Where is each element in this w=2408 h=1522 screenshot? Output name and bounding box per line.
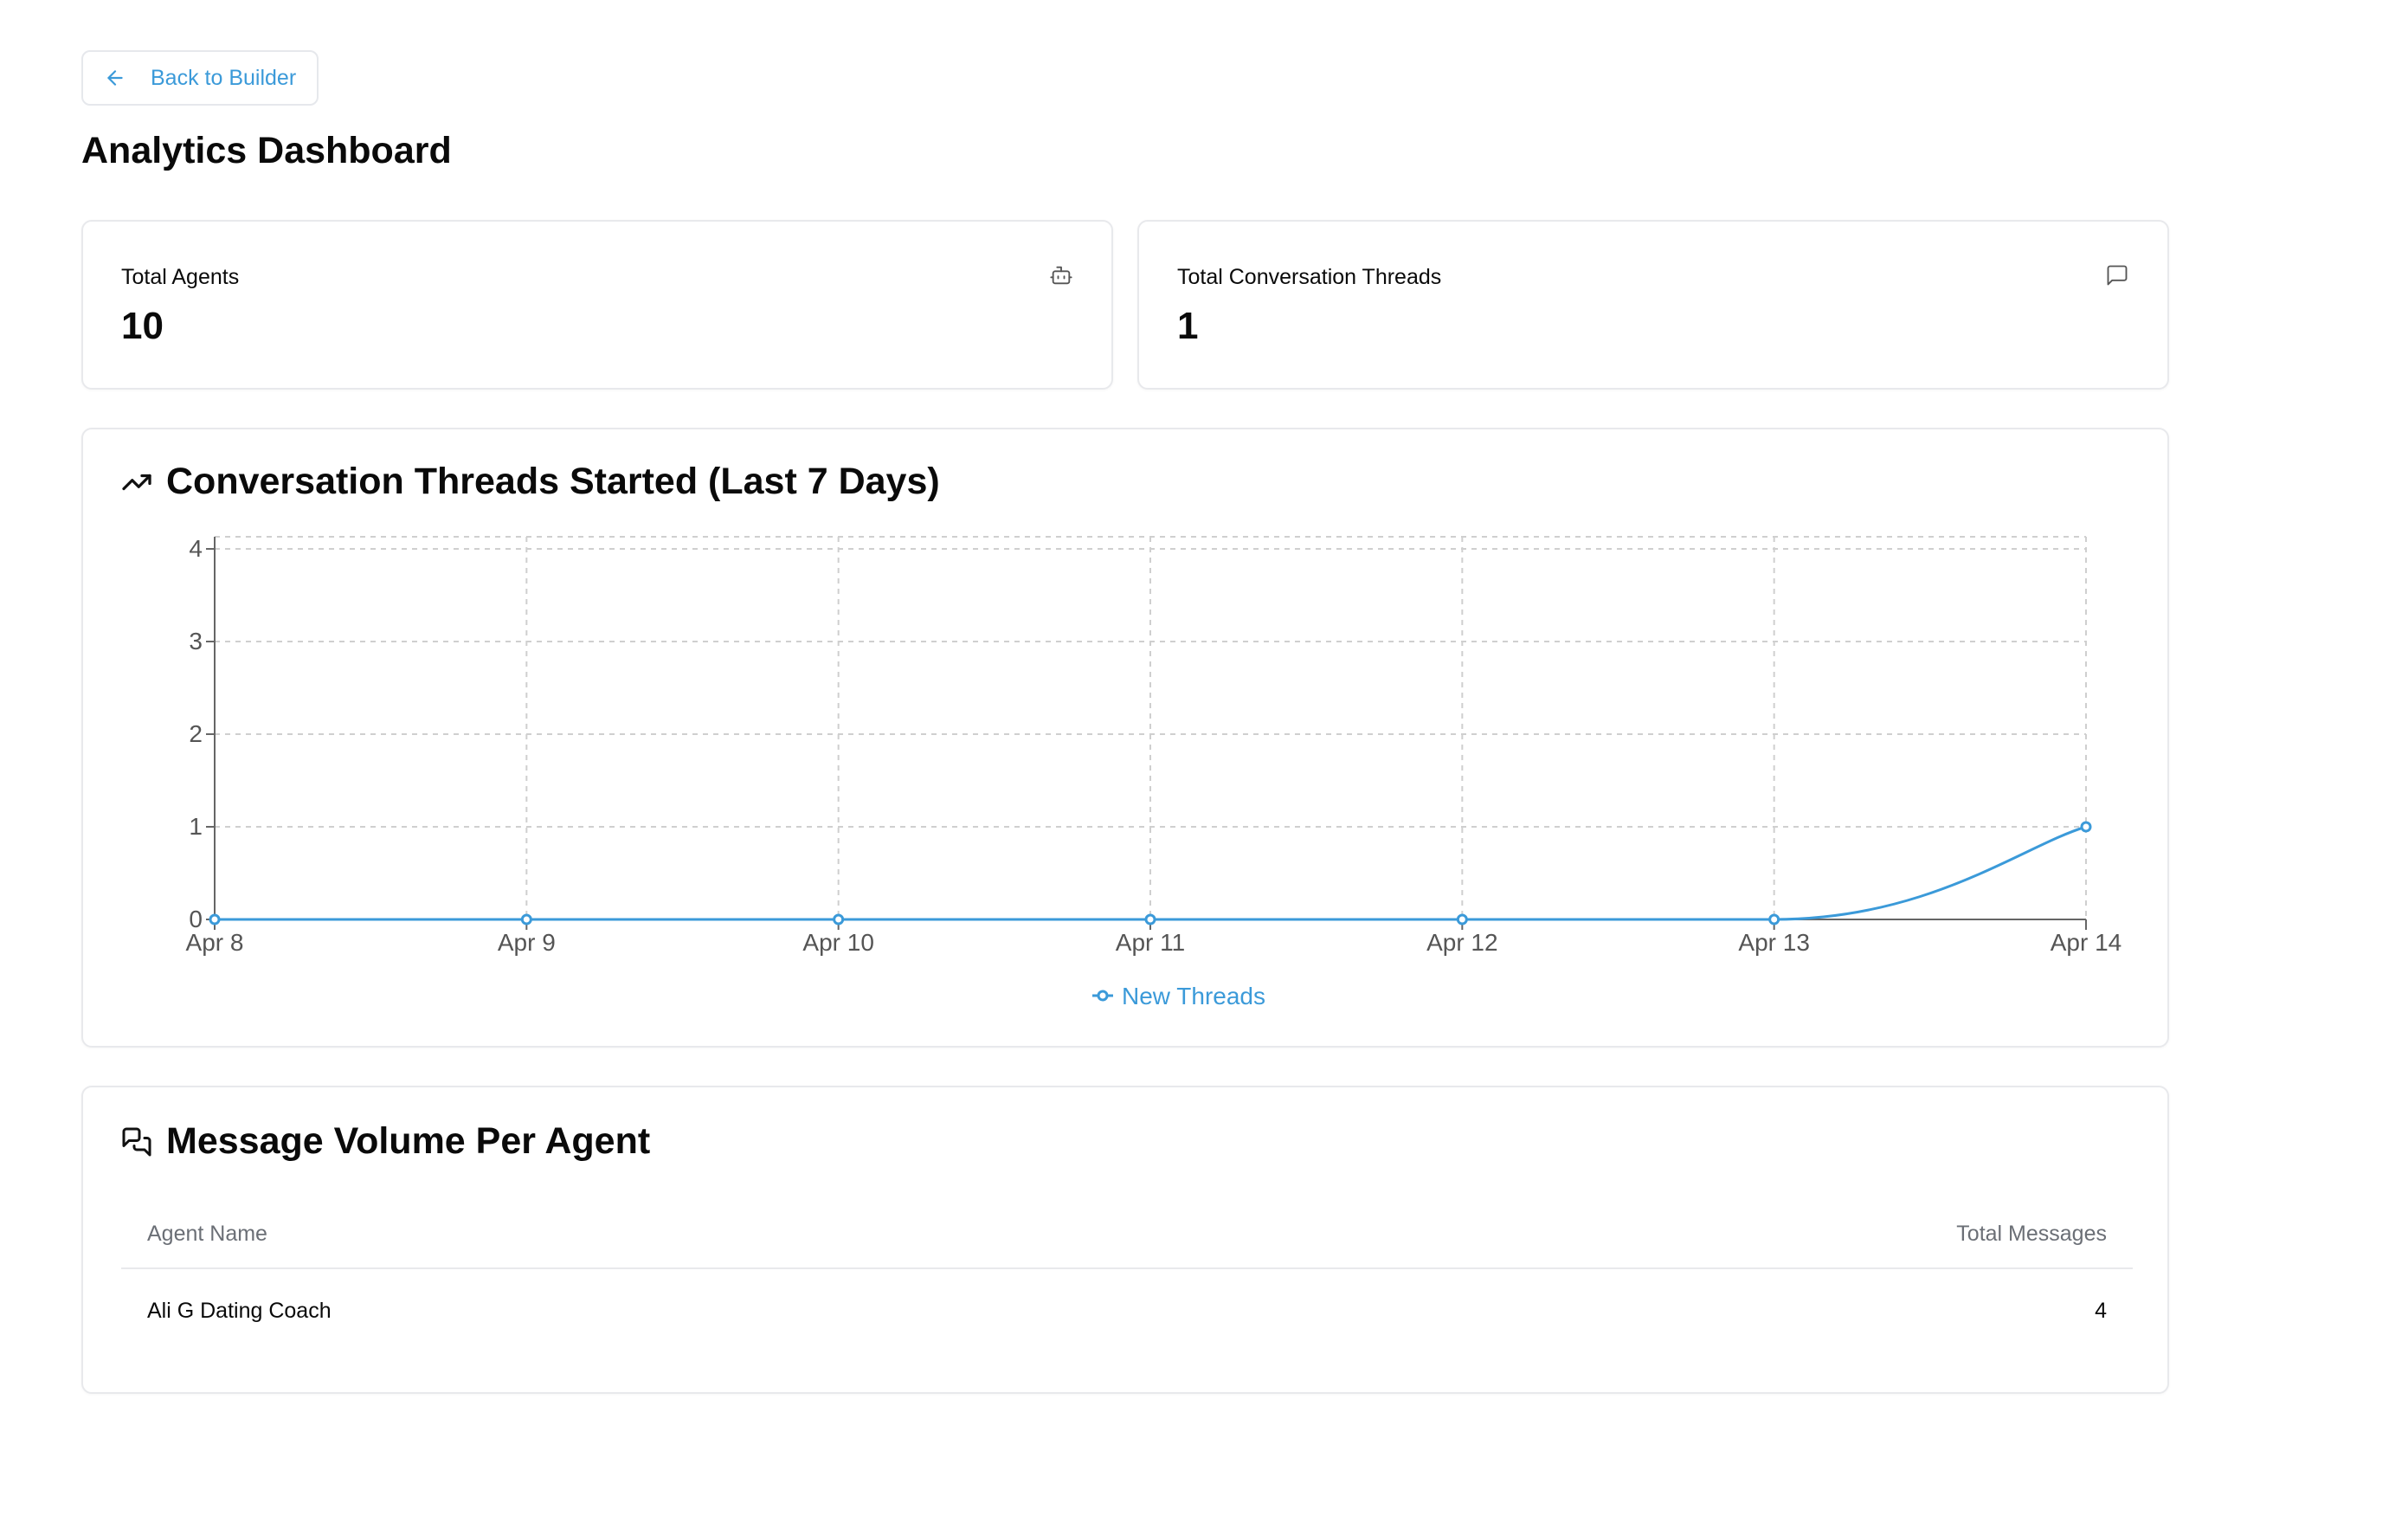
stat-value: 1 (1177, 305, 1199, 347)
message-volume-card: Message Volume Per Agent Agent Name Tota… (81, 1086, 2169, 1394)
series-line (215, 825, 2087, 921)
column-header-agent-name: Agent Name (147, 1221, 267, 1246)
data-point (209, 913, 221, 925)
x-tick-label: Apr 13 (1738, 929, 1809, 956)
x-tick-label: Apr 10 (802, 929, 874, 956)
x-tick-label: Apr 11 (1116, 929, 1185, 956)
data-point (1768, 913, 1780, 925)
x-tick-label: Apr 9 (498, 929, 556, 956)
table-section-title: Message Volume Per Agent (121, 1120, 650, 1163)
data-point (833, 913, 845, 925)
messages-icon (121, 1126, 152, 1158)
threads-line-chart: 0 1 2 3 4 Apr 8 Apr 9 Apr 10 Apr 11 Apr 12 Apr 13 A… (186, 535, 2122, 1009)
agent-name-cell: Ali G Dating Coach (147, 1298, 332, 1323)
trending-up-icon (121, 467, 152, 498)
total-threads-card: Total Conversation Threads 1 (1137, 220, 2169, 390)
x-tick-label: Apr 8 (186, 929, 244, 956)
column-header-total-messages: Total Messages (1956, 1221, 2107, 1246)
legend-label: New Threads (1122, 983, 1265, 1009)
back-to-builder-button[interactable]: Back to Builder (81, 50, 319, 106)
table-title: Message Volume Per Agent (166, 1120, 651, 1162)
y-tick-label: 4 (189, 535, 203, 562)
data-point (1456, 913, 1468, 925)
total-agents-card: Total Agents 10 (81, 220, 1113, 390)
page-title: Analytics Dashboard (81, 130, 452, 171)
data-point (2080, 821, 2092, 833)
y-tick-label: 2 (189, 720, 203, 747)
y-tick-label: 3 (189, 628, 203, 655)
legend-marker (1097, 990, 1109, 1002)
stat-value: 10 (121, 305, 164, 347)
data-point (1144, 913, 1156, 925)
x-tick-label: Apr 12 (1426, 929, 1498, 956)
stat-label: Total Conversation Threads (1177, 265, 1442, 289)
stat-label: Total Agents (121, 265, 240, 289)
message-volume-table: Agent Name Total Messages Ali G Dating C… (121, 1200, 2133, 1352)
chart-section-title: Conversation Threads Started (Last 7 Day… (121, 461, 940, 503)
x-tick-label: Apr 14 (2051, 929, 2122, 956)
total-messages-cell: 4 (2095, 1298, 2107, 1323)
chart-title: Conversation Threads Started (Last 7 Day… (166, 461, 940, 502)
back-button-label: Back to Builder (151, 65, 297, 90)
arrow-left-icon (104, 67, 126, 89)
table-row[interactable]: Ali G Dating Coach 4 (121, 1269, 2133, 1352)
threads-chart-card: Conversation Threads Started (Last 7 Day… (81, 428, 2169, 1048)
message-square-icon (2105, 263, 2129, 287)
y-tick-label: 0 (189, 906, 203, 932)
table-header: Agent Name Total Messages (121, 1200, 2133, 1269)
data-point (520, 913, 532, 925)
y-tick-label: 1 (189, 813, 203, 840)
bot-icon (1049, 263, 1073, 287)
